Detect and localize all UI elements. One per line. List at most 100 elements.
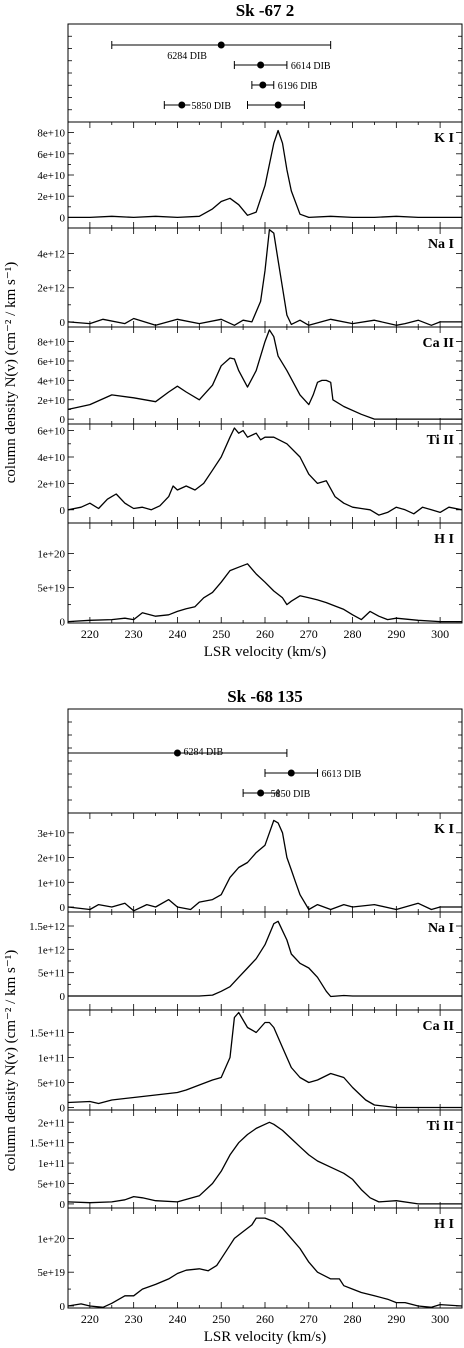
dib-label: 6284 DIB [183,747,223,758]
dib-label: 6284 DIB [167,51,207,62]
x-tick-label: 240 [168,627,186,641]
y-tick-label: 1.5e+11 [30,1138,65,1150]
panel-na-i: 0 5e+11 1e+12 1.5e+12 Na I [29,911,463,1011]
series-line [68,920,462,998]
y-tick-label: 1e+20 [37,1233,65,1245]
y-tick-label: 5e+11 [38,968,65,980]
dib-label: 5850 DIB [271,789,311,800]
y-tick-label: 1.5e+12 [29,921,65,933]
y-tick-label: 6e+10 [37,149,65,161]
series-line [67,229,462,326]
species-label: Ti II [427,1119,454,1134]
y-tick-label: 0 [60,212,66,224]
panel-na-i: 0 2e+12 4e+12 Na I [37,227,463,329]
y-tick-label: 4e+10 [37,452,65,464]
x-axis-label: LSR velocity (km/s) [204,1329,327,1345]
chart-2: Sk -68 135 6284 DIB 6613 DIB 5850 DIB 0 1e+10… [3,687,463,1345]
species-label: H I [434,1217,454,1232]
y-axis-label: column density N(v) (cm⁻² / km s⁻¹) [3,950,19,1171]
species-label: Ca II [422,336,454,351]
panel-h-i: 0 5e+19 1e+20 H I [37,522,463,629]
x-tick-label: 290 [387,1312,405,1326]
x-tick-label: 300 [431,627,449,641]
dib-marker [246,101,305,109]
y-tick-label: 6e+10 [37,426,65,438]
panel-frame [67,522,463,624]
series-line [67,427,463,516]
x-tick-label: 220 [81,627,99,641]
x-tick-label: 270 [300,627,318,641]
dib-marker: 5850 DIB [242,789,311,800]
dib-point [173,749,181,757]
dib-marker: 6284 DIB [111,41,332,62]
series-line [67,1121,462,1205]
dib-frame [67,23,463,123]
x-tick-label: 250 [212,627,230,641]
dib-label-bg [190,100,237,111]
dib-frame [67,708,463,814]
panel-frame [67,423,463,524]
y-tick-label: 0 [60,991,66,1003]
species-label: Ca II [422,1019,454,1034]
dib-point [257,61,265,69]
panel-frame [67,1207,463,1309]
y-tick-label: 4e+10 [37,170,65,182]
dib-point [217,41,225,49]
y-axis-label: column density N(v) (cm⁻² / km s⁻¹) [3,262,19,483]
y-tick-label: 5e+19 [37,1267,65,1279]
y-tick-label: 0 [60,505,66,517]
species-label: H I [434,532,454,547]
species-label: Na I [428,237,454,252]
panel-frame [67,121,463,229]
dib-marker: 6284 DIB [67,747,288,758]
series-line [68,129,462,219]
series-line [67,1217,463,1308]
y-tick-label: 4e+10 [37,375,65,387]
panel-ca-ii: 0 5e+10 1e+11 1.5e+11 Ca II [30,1009,463,1115]
x-tick-label: 290 [387,627,405,641]
x-tick-label: 250 [212,1312,230,1326]
y-tick-label: 3e+10 [37,828,65,840]
series-line [67,329,462,420]
y-tick-label: 0 [60,414,66,426]
y-tick-label: 0 [60,1301,66,1313]
y-tick-label: 2e+12 [37,283,65,295]
y-tick-label: 0 [60,1103,66,1115]
y-tick-label: 2e+10 [37,478,65,490]
dib-point [287,769,295,777]
panel-frame [67,227,463,328]
dib-label: 6614 DIB [291,61,331,72]
series-line [67,1011,462,1109]
y-tick-label: 2e+10 [37,191,65,203]
y-tick-label: 0 [60,617,66,629]
x-tick-label: 280 [344,1312,362,1326]
y-tick-label: 1e+20 [37,549,65,561]
panel-ti-ii: 0 5e+10 1e+11 1.5e+11 2e+11 Ti II [30,1109,463,1211]
dib-point [257,789,265,797]
panel-k-i: 0 1e+10 2e+10 3e+10 K I [37,812,463,914]
x-tick-label: 240 [168,1312,186,1326]
panel-ca-ii: 0 2e+10 4e+10 6e+10 8e+10 Ca II [37,326,463,426]
y-tick-label: 1e+11 [38,1158,65,1170]
y-tick-label: 0 [60,1199,66,1211]
species-label: Ti II [427,433,454,448]
species-label: K I [434,131,454,146]
y-tick-label: 1.5e+11 [30,1028,65,1040]
panel-frame [67,1009,463,1111]
x-tick-label: 280 [344,627,362,641]
chart-1: Sk -67 2 6284 DIB 6614 DIB 6196 DIB 5850 DIB… [3,1,463,660]
y-tick-label: 1e+12 [37,944,65,956]
y-tick-label: 5e+10 [37,1078,65,1090]
dib-marker: 6614 DIB [233,61,331,72]
x-tick-label: 260 [256,627,274,641]
y-tick-label: 2e+10 [37,395,65,407]
x-tick-label: 270 [300,1312,318,1326]
y-tick-label: 8e+10 [37,128,65,140]
y-tick-label: 6e+10 [37,356,65,368]
dib-marker: 6613 DIB [264,769,362,780]
x-tick-label: 230 [125,627,143,641]
chart-title: Sk -67 2 [236,1,295,20]
panel-k-i: 0 2e+10 4e+10 6e+10 8e+10 K I [37,121,463,229]
panel-frame [67,812,463,913]
